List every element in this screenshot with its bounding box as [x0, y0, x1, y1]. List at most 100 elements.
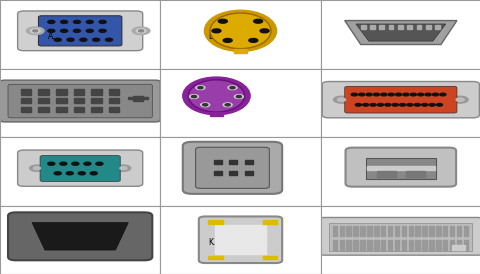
Circle shape: [84, 162, 91, 165]
Circle shape: [377, 104, 383, 106]
Circle shape: [48, 21, 55, 24]
Text: C.: C.: [368, 32, 376, 41]
Bar: [133, 96, 143, 101]
Circle shape: [236, 95, 241, 98]
Circle shape: [72, 162, 79, 165]
Ellipse shape: [210, 13, 270, 49]
Bar: [244, 171, 252, 175]
Bar: [56, 98, 66, 104]
Circle shape: [189, 95, 198, 98]
Bar: [366, 240, 371, 250]
Circle shape: [197, 87, 203, 89]
Circle shape: [90, 172, 97, 175]
Circle shape: [132, 27, 150, 35]
Circle shape: [432, 93, 438, 96]
Bar: [451, 245, 464, 250]
Bar: [73, 98, 84, 104]
Bar: [387, 226, 392, 236]
Bar: [91, 107, 102, 112]
Circle shape: [384, 104, 390, 106]
Bar: [229, 160, 237, 164]
Bar: [434, 25, 439, 29]
Bar: [329, 223, 471, 251]
Circle shape: [424, 93, 430, 96]
Circle shape: [365, 93, 372, 96]
Circle shape: [413, 104, 420, 106]
Bar: [442, 226, 446, 236]
Bar: [263, 220, 277, 224]
FancyBboxPatch shape: [18, 150, 143, 186]
Circle shape: [67, 38, 74, 41]
Circle shape: [372, 93, 379, 96]
Bar: [91, 98, 102, 104]
Bar: [339, 240, 343, 250]
Circle shape: [337, 98, 345, 101]
Circle shape: [355, 104, 360, 106]
Bar: [360, 25, 365, 29]
Circle shape: [138, 30, 143, 32]
Bar: [387, 240, 392, 250]
Bar: [394, 226, 398, 236]
Circle shape: [60, 21, 68, 24]
Text: B.: B.: [208, 32, 216, 41]
Circle shape: [30, 29, 40, 33]
Circle shape: [417, 93, 423, 96]
Text: J.: J.: [48, 238, 53, 247]
Bar: [449, 226, 454, 236]
Bar: [421, 240, 426, 250]
Bar: [360, 226, 364, 236]
Bar: [425, 25, 430, 29]
FancyBboxPatch shape: [345, 148, 455, 187]
Bar: [442, 240, 446, 250]
Circle shape: [451, 96, 467, 103]
Circle shape: [358, 93, 364, 96]
Circle shape: [395, 93, 401, 96]
Circle shape: [350, 93, 357, 96]
Text: E.: E.: [208, 101, 215, 110]
Bar: [379, 25, 384, 29]
Circle shape: [191, 95, 196, 98]
Bar: [407, 25, 411, 29]
Bar: [91, 89, 102, 95]
Circle shape: [73, 21, 80, 24]
Bar: [408, 240, 412, 250]
Polygon shape: [355, 24, 445, 41]
Circle shape: [229, 87, 235, 89]
Circle shape: [86, 29, 93, 32]
Bar: [244, 160, 252, 164]
Bar: [128, 97, 147, 99]
Circle shape: [391, 104, 397, 106]
Circle shape: [120, 167, 127, 170]
Bar: [332, 226, 336, 236]
FancyBboxPatch shape: [18, 11, 143, 51]
Circle shape: [80, 38, 87, 41]
Circle shape: [48, 29, 55, 32]
Bar: [38, 107, 49, 112]
Bar: [415, 240, 419, 250]
Bar: [380, 226, 384, 236]
Circle shape: [218, 19, 227, 23]
Bar: [463, 226, 467, 236]
Circle shape: [48, 162, 55, 165]
Text: I.: I.: [368, 169, 372, 178]
Circle shape: [223, 103, 232, 107]
Bar: [369, 25, 374, 29]
Ellipse shape: [204, 10, 276, 52]
Bar: [366, 166, 433, 170]
Circle shape: [30, 165, 44, 171]
Bar: [401, 226, 405, 236]
Bar: [208, 255, 222, 259]
Bar: [365, 158, 435, 179]
Circle shape: [33, 167, 40, 170]
Circle shape: [212, 29, 220, 33]
Circle shape: [54, 172, 61, 175]
Circle shape: [399, 104, 405, 106]
Circle shape: [223, 38, 232, 42]
Circle shape: [387, 93, 394, 96]
Circle shape: [195, 86, 204, 90]
Bar: [421, 226, 426, 236]
Circle shape: [253, 19, 262, 23]
Bar: [449, 240, 454, 250]
Bar: [56, 107, 66, 112]
Circle shape: [435, 104, 442, 106]
